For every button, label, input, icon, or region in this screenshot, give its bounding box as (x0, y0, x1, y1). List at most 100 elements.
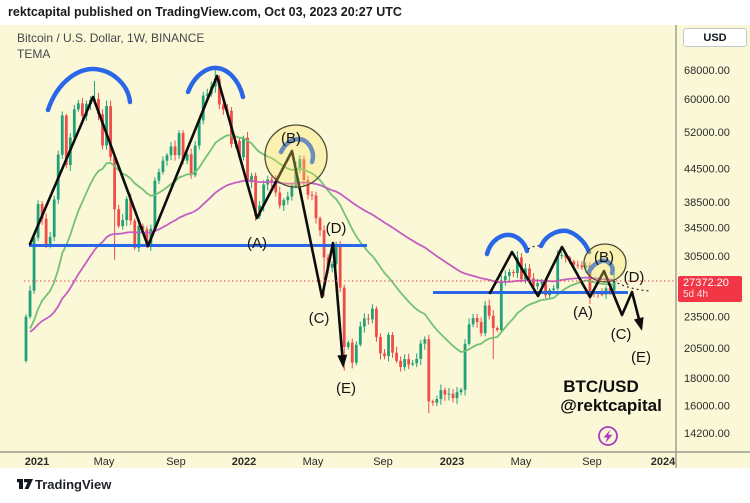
candle-body (475, 318, 479, 323)
candle-body (423, 339, 427, 344)
time-tick-label[interactable]: May (94, 456, 115, 468)
time-tick-label[interactable]: 2021 (25, 456, 49, 468)
candle-body (298, 159, 302, 169)
candle-body (44, 218, 48, 245)
candles-series (24, 66, 616, 414)
candle-body (516, 257, 519, 274)
candle-body (310, 194, 314, 196)
tema-fast-line (29, 134, 615, 353)
rounding-arc[interactable] (45, 66, 133, 113)
price-tick-label[interactable]: 16000.00 (684, 401, 730, 413)
candle-body (463, 343, 467, 390)
price-tick-label[interactable]: 18000.00 (684, 373, 730, 385)
time-tick-label[interactable]: Sep (582, 456, 602, 468)
time-tick-label[interactable]: Sep (166, 456, 186, 468)
rounding-arc[interactable] (538, 228, 592, 255)
candle-body (121, 220, 125, 227)
candle-body (286, 196, 290, 201)
wave-label: (C) (611, 326, 632, 343)
price-tick-label[interactable]: 38500.00 (684, 197, 730, 209)
indicator-label[interactable]: TEMA (17, 47, 51, 61)
highlight-circle[interactable] (583, 243, 627, 283)
candle-body (306, 180, 310, 195)
price-tick-label[interactable]: 20500.00 (684, 343, 730, 355)
price-tick-label[interactable]: 34500.00 (684, 222, 730, 234)
candle-body (193, 145, 197, 176)
price-tick-label[interactable]: 68000.00 (684, 65, 730, 77)
currency-toggle-button[interactable]: USD (683, 28, 747, 47)
price-tick-label[interactable]: 23500.00 (684, 311, 730, 323)
candle-body (282, 200, 286, 206)
price-tick-label[interactable]: 60000.00 (684, 94, 730, 106)
rounding-arc[interactable] (586, 258, 615, 276)
candle-body (40, 204, 44, 219)
candle-body (427, 339, 431, 402)
time-tick-label[interactable]: May (511, 456, 532, 468)
candle-body (290, 185, 294, 197)
wave-zigzag-line[interactable] (488, 245, 643, 329)
candle-body (330, 264, 334, 268)
candle-body (544, 282, 548, 296)
candle-body (415, 358, 419, 364)
candle-body (435, 398, 439, 403)
candle-body (157, 172, 161, 181)
candle-body (371, 308, 374, 320)
candle-body (572, 261, 576, 265)
candle-body (447, 393, 451, 395)
candle-body (350, 342, 354, 363)
time-tick-label[interactable]: May (303, 456, 324, 468)
price-tick-label[interactable]: 14200.00 (684, 428, 730, 440)
watermark-author: @rektcapital (560, 396, 662, 415)
candle-body (48, 236, 52, 245)
candle-body (499, 280, 503, 331)
candle-body (395, 352, 398, 361)
candle-body (455, 392, 459, 399)
candle-body (274, 181, 278, 193)
candle-body (185, 154, 189, 161)
candle-body (262, 184, 266, 206)
candle-body (608, 288, 612, 291)
rounding-arc[interactable] (278, 136, 316, 165)
candle-body (60, 115, 64, 155)
candle-body (483, 305, 487, 334)
candle-body (161, 160, 165, 173)
candle-body (181, 133, 185, 161)
candle-body (358, 326, 362, 345)
candle-body (72, 109, 76, 138)
time-tick-label[interactable]: 2022 (232, 456, 256, 468)
dotted-projection (612, 280, 652, 292)
price-tick-label[interactable]: 44500.00 (684, 163, 730, 175)
rounding-arc[interactable] (185, 65, 246, 100)
candle-body (76, 103, 80, 110)
candle-body (101, 114, 104, 146)
dotted-projection (527, 245, 542, 250)
candle-body (479, 322, 483, 334)
candle-body (503, 275, 507, 281)
price-tick-label[interactable]: 30500.00 (684, 251, 730, 263)
candle-body (278, 192, 282, 206)
candle-body (242, 137, 245, 158)
time-tick-label[interactable]: 2023 (440, 456, 464, 468)
time-tick-label[interactable]: Sep (373, 456, 393, 468)
price-tick-label[interactable]: 52000.00 (684, 127, 730, 139)
publish-caption: rektcapital published on TradingView.com… (8, 5, 402, 19)
candle-body (366, 318, 370, 320)
boost-lightning-icon[interactable] (598, 426, 618, 446)
candle-body (507, 271, 511, 276)
symbol-title[interactable]: Bitcoin / U.S. Dollar, 1W, BINANCE (17, 31, 205, 45)
footer-bar: TradingView (0, 468, 750, 503)
candle-body (318, 218, 322, 231)
tradingview-brand-text[interactable]: TradingView (35, 477, 112, 492)
tradingview-logo-icon[interactable] (17, 479, 33, 491)
candle-body (80, 103, 84, 116)
wave-zigzag-line[interactable] (28, 74, 345, 366)
wave-label: (B) (281, 130, 301, 147)
highlight-circle[interactable] (264, 124, 328, 188)
candle-body (346, 342, 350, 347)
rounding-arc[interactable] (484, 232, 530, 257)
candle-body (24, 316, 28, 361)
time-tick-label[interactable]: 2024 (651, 456, 676, 468)
candle-body (362, 318, 366, 327)
candle-body (221, 104, 225, 110)
